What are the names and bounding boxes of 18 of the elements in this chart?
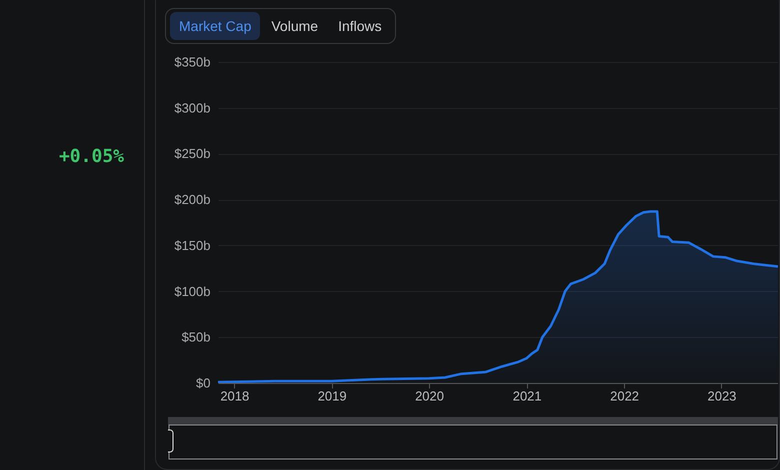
text: Volume xyxy=(270,17,320,36)
y-tick-label: $200b xyxy=(174,192,210,208)
x-tick-label: 2021 xyxy=(512,388,542,404)
x-tick-label: 2022 xyxy=(610,388,640,404)
y-tick-label: $0 xyxy=(196,376,210,390)
y-tick-label: $100b xyxy=(174,284,210,299)
text: Market Cap xyxy=(170,12,260,40)
text: Inflows xyxy=(337,17,383,36)
x-tick-label: 2018 xyxy=(220,388,250,404)
y-tick-label: $150b xyxy=(174,238,210,253)
y-tick-label: $50b xyxy=(182,330,210,345)
x-tick-label: 2020 xyxy=(415,388,444,404)
y-tick-label: $350b xyxy=(174,54,210,70)
y-tick-label: $250b xyxy=(174,146,210,162)
text: +0.05% xyxy=(58,146,124,167)
y-tick-label: $300b xyxy=(174,100,210,116)
x-tick-label: 2019 xyxy=(318,388,347,404)
x-tick-label: 2023 xyxy=(707,388,736,404)
